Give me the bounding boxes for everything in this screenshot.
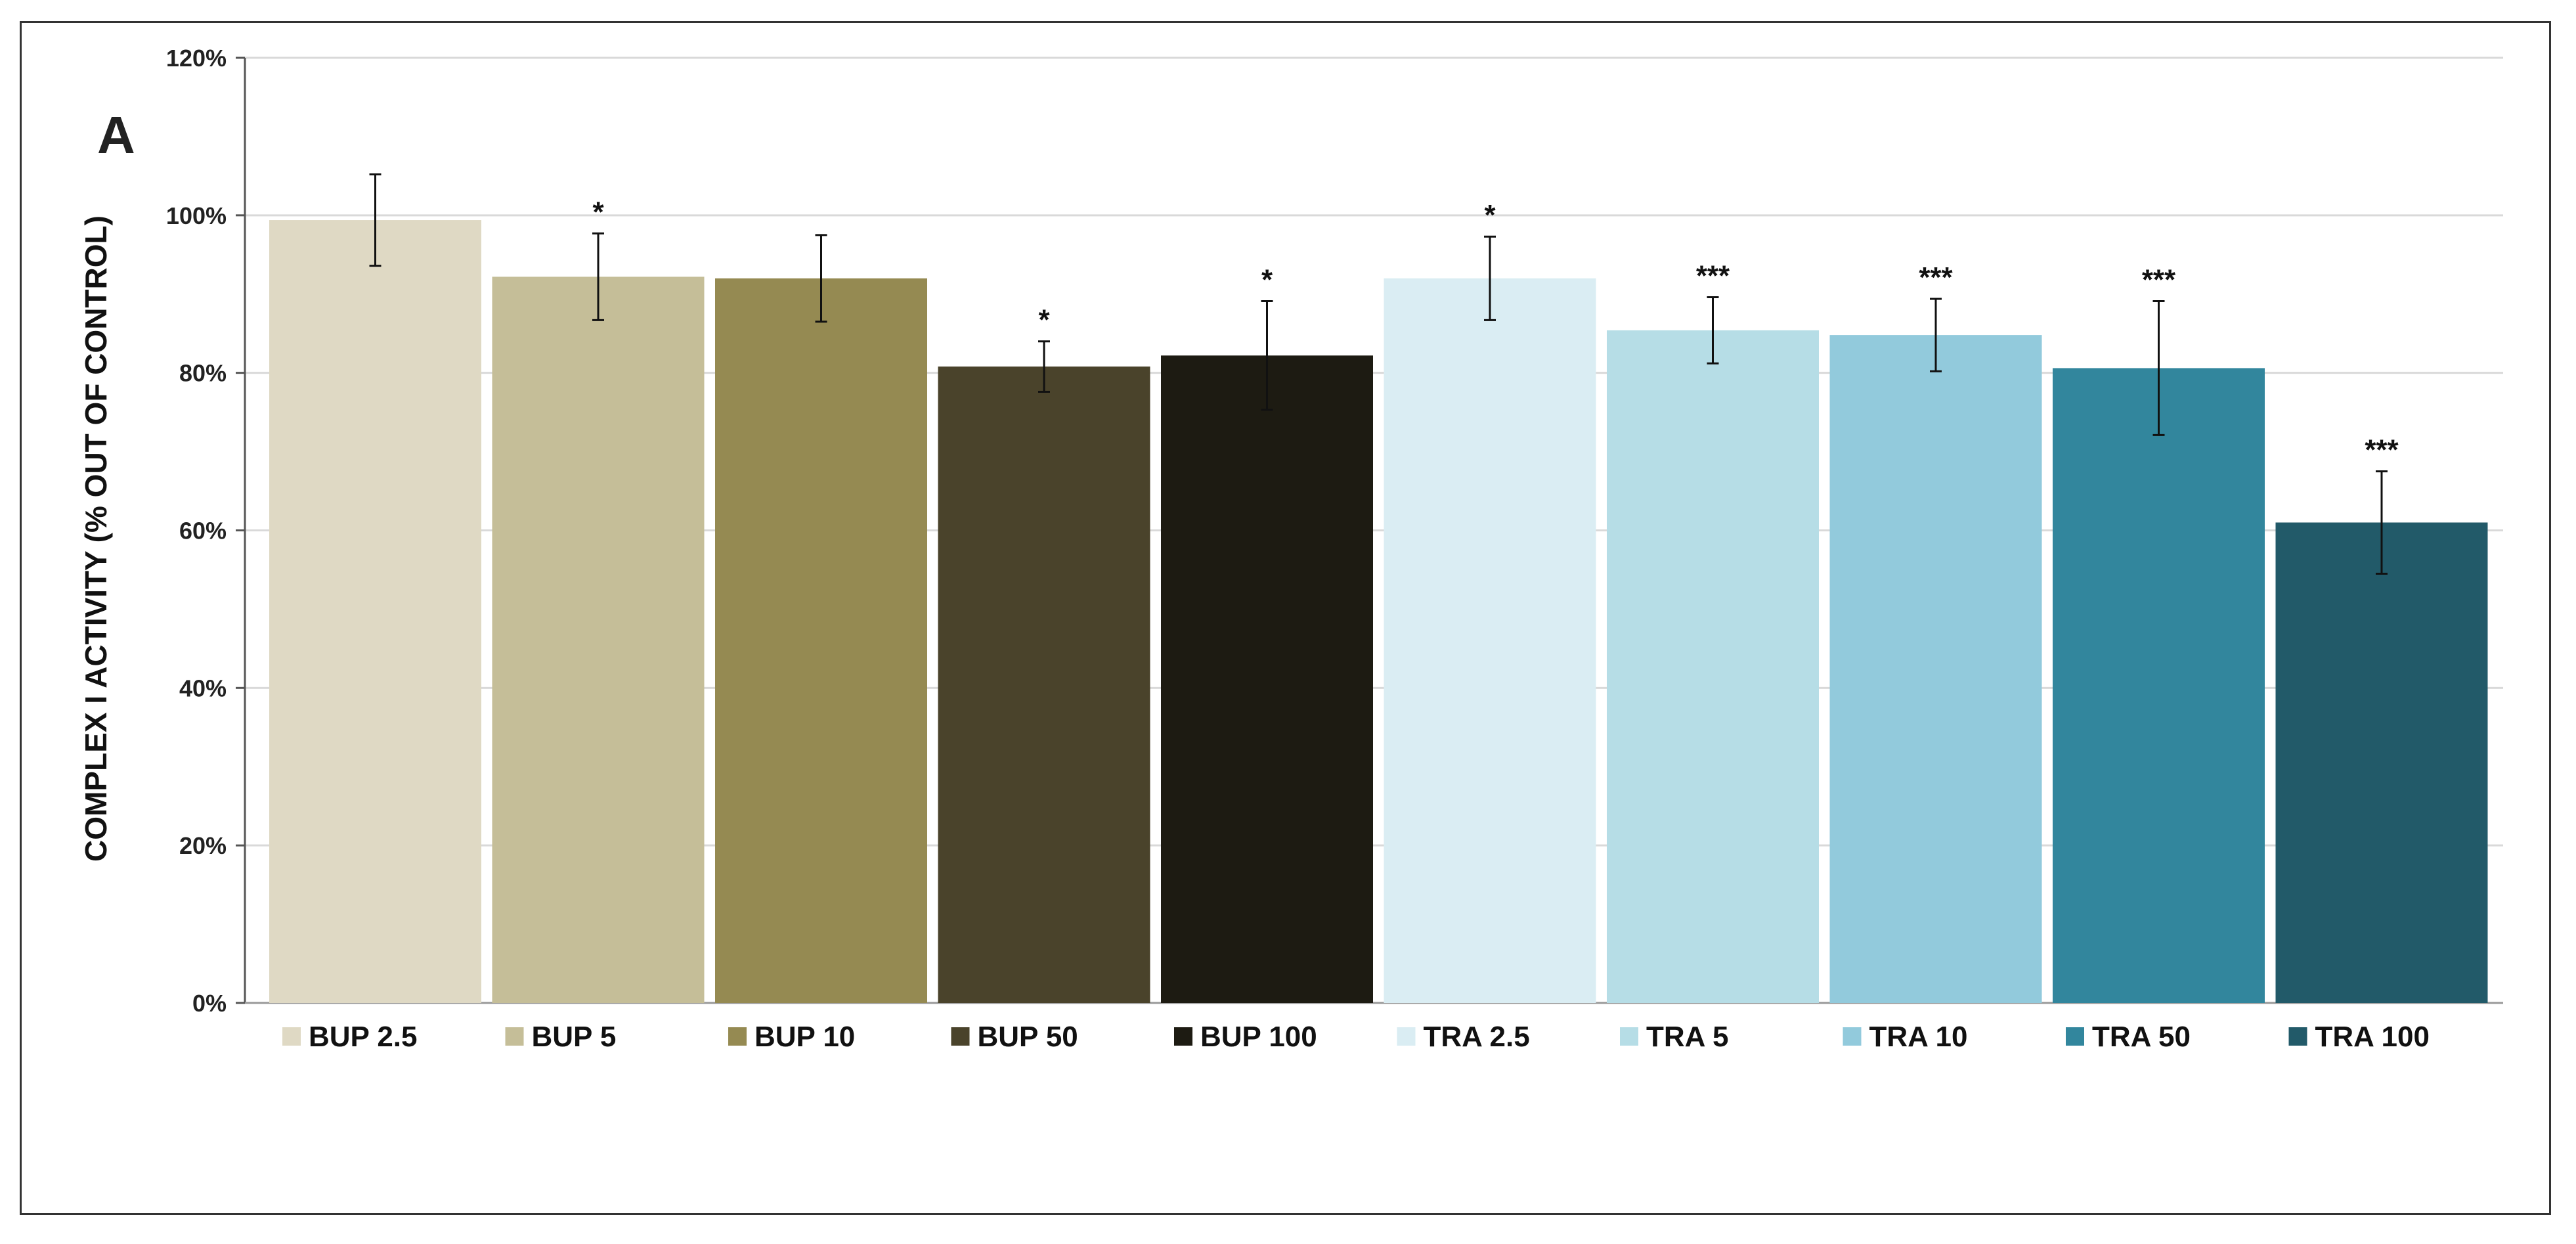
y-tick-label: 60%	[179, 518, 227, 544]
significance-label: ***	[1919, 261, 1953, 294]
legend-label: BUP 5	[532, 1021, 617, 1053]
legend-swatch	[1174, 1027, 1192, 1046]
legend-swatch	[1843, 1027, 1862, 1046]
bar	[2275, 522, 2488, 1003]
y-tick-labels: 0% 20% 40% 60% 80% 100% 120%	[166, 45, 227, 1017]
significance-label: ***	[1696, 260, 1730, 292]
y-axis-label: COMPLEX I ACTIVITY (% OUT OF CONTROL)	[79, 215, 113, 862]
y-tick-label: 80%	[179, 360, 227, 387]
legend-swatch	[2288, 1027, 2307, 1046]
bar	[1829, 335, 2042, 1003]
significance-labels: ******* *** ******	[592, 196, 2399, 466]
bar	[269, 220, 481, 1003]
legend-label: TRA 50	[2092, 1021, 2191, 1053]
error-bars	[369, 173, 2388, 575]
bar	[1161, 355, 1373, 1003]
y-tick-label: 100%	[166, 202, 227, 229]
significance-label: *	[592, 196, 604, 228]
legend-label: BUP 50	[978, 1021, 1078, 1053]
significance-label: *	[1038, 304, 1050, 336]
y-tick-label: 120%	[166, 45, 227, 72]
bar	[938, 367, 1150, 1003]
bar	[492, 277, 705, 1003]
y-tick-label: 40%	[179, 675, 227, 701]
y-tick-label: 20%	[179, 832, 227, 859]
legend-label: TRA 100	[2315, 1021, 2430, 1053]
bar	[1384, 278, 1596, 1004]
legend-label: TRA 2.5	[1424, 1021, 1530, 1053]
significance-label: *	[1261, 264, 1273, 296]
legend-swatch	[1620, 1027, 1638, 1046]
significance-label: *	[1484, 199, 1496, 231]
bars	[269, 220, 2488, 1004]
legend-swatch	[728, 1027, 747, 1046]
legend-swatch	[505, 1027, 524, 1046]
legend-label: BUP 10	[754, 1021, 855, 1053]
y-tick-label: 0%	[192, 990, 227, 1017]
legend-swatch	[2066, 1027, 2084, 1046]
legend: BUP 2.5 BUP 5 BUP 10 BUP 50 BUP 100 TRA 2.5 TR…	[282, 1021, 2430, 1053]
bar	[715, 278, 927, 1004]
legend-swatch	[282, 1027, 301, 1046]
bar	[1607, 330, 1819, 1004]
panel-label: A	[97, 106, 135, 164]
legend-swatch	[951, 1027, 970, 1046]
legend-label: TRA 10	[1869, 1021, 1968, 1053]
significance-label: ***	[2365, 434, 2399, 466]
significance-label: ***	[2142, 264, 2176, 296]
bar	[2053, 368, 2265, 1003]
legend-label: BUP 2.5	[309, 1021, 418, 1053]
legend-label: TRA 5	[1646, 1021, 1729, 1053]
legend-label: BUP 100	[1200, 1021, 1317, 1053]
legend-swatch	[1397, 1027, 1416, 1046]
